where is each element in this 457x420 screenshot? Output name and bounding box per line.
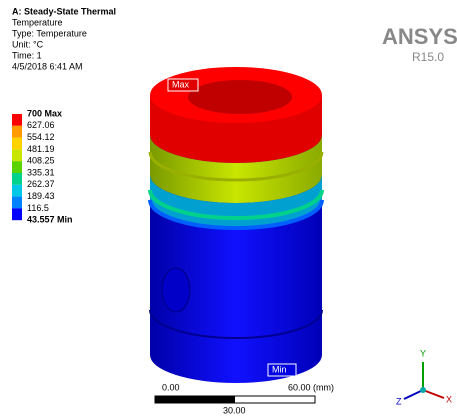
legend-label: 335.31 (27, 167, 55, 177)
scale-start: 0.00 (162, 382, 180, 392)
viewport: A: Steady-State Thermal TemperatureType:… (0, 0, 457, 420)
header-line: Type: Temperature (12, 28, 87, 38)
legend-band (12, 161, 22, 173)
min-probe-label: Min (272, 364, 287, 374)
logo: ANSYS (382, 24, 457, 49)
scale-bar-fill (155, 396, 235, 403)
legend-label: 481.19 (27, 144, 55, 154)
legend-label: 116.5 (27, 203, 49, 213)
legend-label: 189.43 (27, 191, 55, 201)
legend-band (12, 126, 22, 138)
header-line: Time: 1 (12, 50, 42, 60)
result-title: A: Steady-State Thermal (12, 6, 116, 16)
legend-label: 408.25 (27, 156, 55, 166)
legend-band (12, 185, 22, 197)
legend-band (12, 138, 22, 150)
header-line: Temperature (12, 17, 63, 27)
header-line: 4/5/2018 6:41 AM (12, 61, 83, 71)
legend-label: 554.12 (27, 132, 55, 142)
release: R15.0 (412, 50, 444, 64)
header-line: Unit: °C (12, 39, 44, 49)
legend-label: 700 Max (27, 108, 62, 118)
triad-z: Z (396, 396, 402, 406)
max-probe-label: Max (172, 79, 190, 89)
scale-mid: 30.00 (223, 405, 246, 415)
triad-x: X (446, 394, 452, 404)
piston-model (150, 67, 322, 383)
legend-label: 262.37 (27, 179, 55, 189)
legend-band (12, 208, 22, 220)
triad-y: Y (420, 348, 426, 358)
legend-band (12, 114, 22, 126)
legend-band (12, 173, 22, 185)
legend-label: 627.06 (27, 120, 55, 130)
scale-end: 60.00 (mm) (288, 382, 334, 392)
legend-band (12, 197, 22, 209)
legend-band (12, 149, 22, 161)
axis-triad (404, 362, 444, 399)
legend-label: 43.557 Min (27, 215, 73, 225)
